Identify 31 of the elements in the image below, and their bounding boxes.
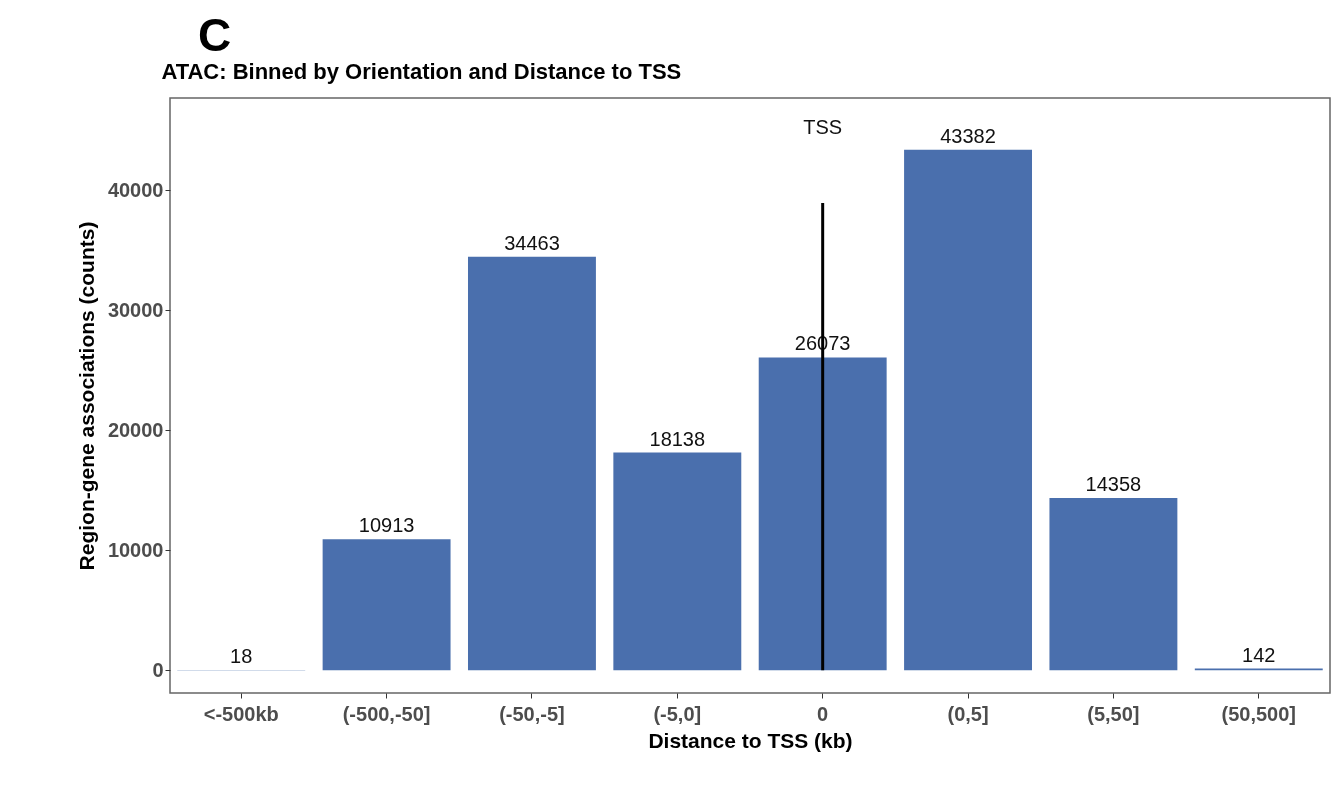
- data-label: 43382: [940, 124, 996, 147]
- bar: [613, 452, 742, 671]
- bar: [322, 539, 451, 671]
- data-label: 142: [1242, 643, 1276, 666]
- x-tick-label: <-500kb: [203, 702, 279, 725]
- bar: [467, 256, 596, 671]
- text: C: [198, 8, 232, 62]
- bar: [1049, 497, 1178, 671]
- x-tick-label: (-50,-5]: [499, 702, 565, 725]
- bar: [904, 149, 1033, 671]
- data-label: 14358: [1085, 472, 1142, 495]
- x-tick-label: (-500,-50]: [342, 702, 431, 725]
- data-label: 10913: [358, 514, 415, 537]
- y-tick-label: 30000: [107, 298, 164, 321]
- y-axis-title: Region-gene associations (counts): [74, 221, 98, 571]
- y-tick-label: 40000: [107, 178, 164, 201]
- x-tick-label: (-5,0]: [653, 702, 702, 725]
- data-label: 18: [230, 644, 253, 667]
- data-label: 18138: [649, 427, 706, 450]
- x-axis-title: Distance to TSS (kb): [648, 728, 853, 752]
- x-tick-label: (50,500]: [1221, 702, 1297, 725]
- x-tick-label: 0: [817, 702, 829, 725]
- x-tick-label: (0,5]: [947, 702, 989, 725]
- y-tick-label: 20000: [107, 418, 164, 441]
- y-tick-label: 10000: [107, 538, 164, 561]
- data-label: 34463: [504, 231, 560, 254]
- bar: [758, 357, 887, 671]
- ref-line-label: TSS: [803, 116, 843, 138]
- x-tick-label: (5,50]: [1087, 702, 1140, 725]
- chart-title: ATAC: Binned by Orientation and Distance to TSS: [161, 59, 682, 84]
- y-tick-label: 0: [152, 658, 164, 681]
